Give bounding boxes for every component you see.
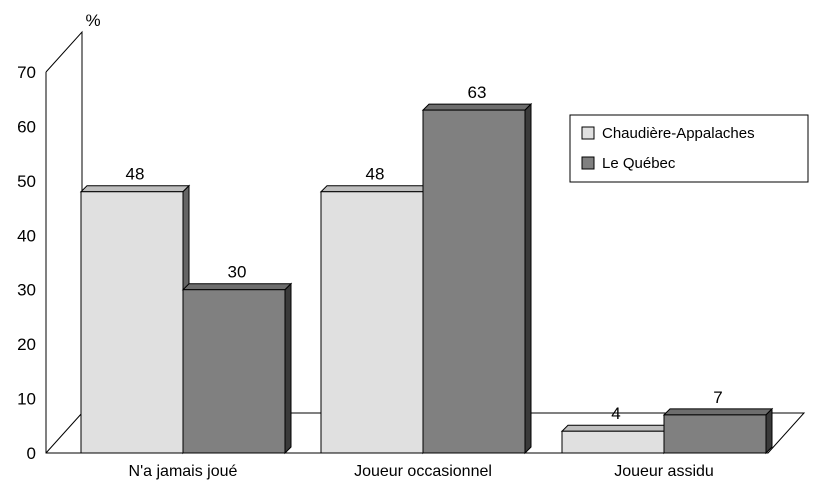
- legend-swatch: [581, 156, 595, 170]
- bar-top: [319, 185, 431, 193]
- y-tick-label: 50: [17, 172, 36, 191]
- floor-edge: [45, 412, 83, 454]
- y-tick-label: 20: [17, 335, 36, 354]
- bar: [320, 191, 424, 454]
- chart-legend: Chaudière-Appalaches Le Québec: [569, 114, 809, 183]
- y-unit-label: %: [85, 11, 100, 30]
- legend-label: Chaudière-Appalaches: [602, 125, 755, 142]
- bar-top: [662, 408, 774, 416]
- bar: [80, 191, 184, 454]
- data-label: 48: [126, 165, 145, 184]
- legend-swatch: [581, 126, 595, 140]
- bar-side: [284, 282, 292, 455]
- legend-box: [569, 114, 809, 183]
- bar-top: [79, 185, 191, 193]
- y-tick-label: 10: [17, 390, 36, 409]
- bar: [182, 289, 286, 454]
- legend-label: Le Québec: [602, 155, 676, 172]
- chart-axes: 0 10 20 30 40 50 60 70% N'a jamais joué Joueur oc…: [17, 11, 806, 480]
- y-tick-label: 40: [17, 226, 36, 245]
- chart-bars: 48 30 48 63 4 7: [79, 83, 774, 455]
- bar: [422, 109, 526, 454]
- data-label: 63: [468, 83, 487, 102]
- data-label: 7: [713, 388, 722, 407]
- bar-side: [765, 407, 773, 455]
- y-tick-label: 70: [17, 63, 36, 82]
- x-category-label: Joueur assidu: [614, 463, 714, 480]
- x-category-label: Joueur occasionnel: [354, 463, 492, 480]
- y-tick-label: 0: [27, 444, 36, 463]
- data-label: 30: [228, 263, 247, 282]
- x-category-label: N'a jamais joué: [129, 463, 238, 480]
- bar-top: [421, 103, 533, 111]
- bar: [561, 430, 665, 454]
- y-tick-label: 60: [17, 117, 36, 136]
- y-tick-label: 30: [17, 281, 36, 300]
- bar: [663, 414, 767, 454]
- data-label: 4: [611, 404, 620, 423]
- bar-top: [181, 283, 293, 291]
- bar-top: [560, 424, 672, 432]
- bar-side: [524, 102, 532, 455]
- data-label: 48: [366, 165, 385, 184]
